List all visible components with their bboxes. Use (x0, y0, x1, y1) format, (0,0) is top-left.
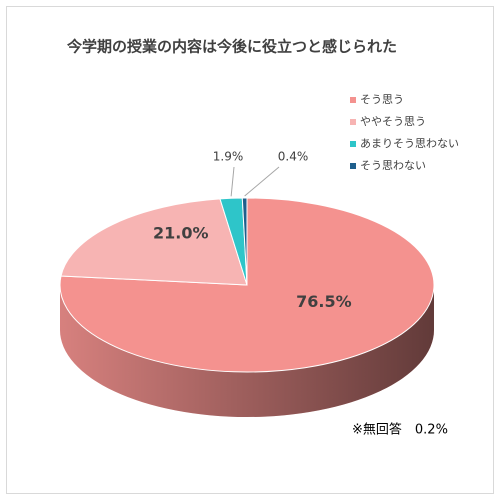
legend-swatch (350, 97, 356, 103)
legend-label: ややそう思う (360, 115, 426, 128)
slice (60, 198, 248, 286)
slice (241, 197, 248, 286)
leader-line (244, 166, 280, 197)
data-label: 76.5% (296, 292, 352, 311)
chart-title: 今学期の授業の内容は今後に役立つと感じられた (66, 38, 397, 56)
side-shade (60, 285, 434, 417)
legend-label: そう思わない (360, 159, 426, 172)
data-label: 1.9% (213, 150, 244, 164)
legend-label: あまりそう思わない (360, 137, 459, 150)
note: ※無回答 0.2% (352, 422, 448, 438)
data-label: 0.4% (278, 150, 309, 164)
legend-swatch (350, 141, 356, 147)
legend-label: そう思う (360, 93, 404, 106)
legend-swatch (350, 163, 356, 169)
legend-swatch (350, 119, 356, 125)
leader-line (230, 166, 235, 197)
data-label: 21.0% (153, 223, 209, 242)
